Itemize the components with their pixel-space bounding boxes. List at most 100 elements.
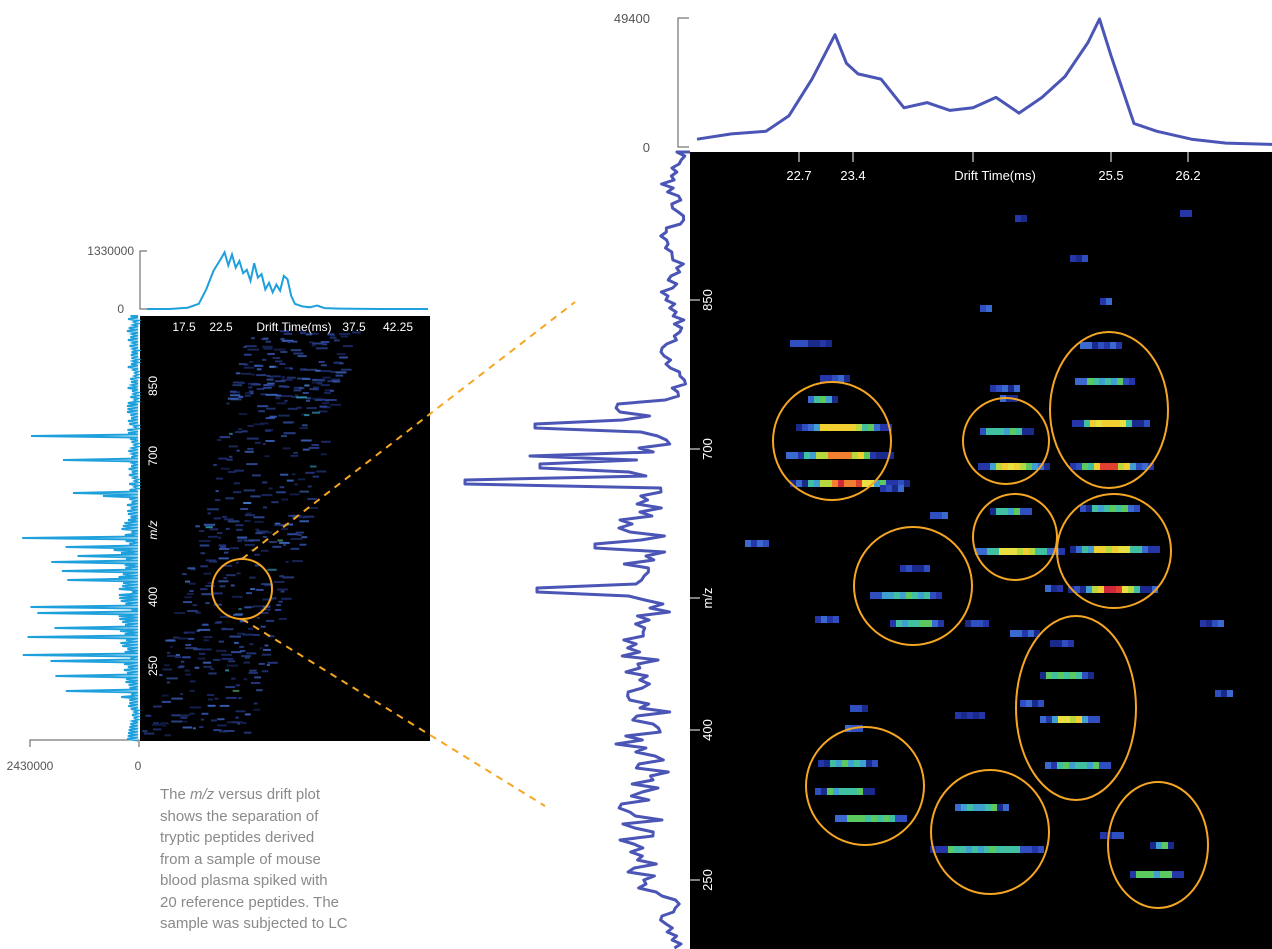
heatmap-cell <box>192 727 196 730</box>
heatmap-cell <box>268 487 273 490</box>
heatmap-cell <box>185 631 196 634</box>
heatmap-cell <box>152 728 162 731</box>
large-chart: 22.7 23.4 Drift Time(ms) 25.5 26.2 850 7… <box>463 11 1272 949</box>
heatmap-cell <box>269 365 277 368</box>
heatmap-cell <box>259 647 264 650</box>
heatmap-cell <box>1074 586 1080 593</box>
heatmap-cell <box>352 331 361 334</box>
heatmap-cell <box>240 508 249 510</box>
heatmap-cell <box>1020 463 1026 470</box>
heatmap-cell <box>303 515 315 518</box>
heatmap-cell <box>254 441 261 444</box>
small-side-profile-axis <box>29 739 140 747</box>
heatmap-cell <box>932 620 938 627</box>
heatmap-cell <box>289 493 300 496</box>
heatmap-cell <box>153 722 159 725</box>
heatmap-cell <box>992 428 998 435</box>
heatmap-cell <box>280 351 288 353</box>
heatmap-cell <box>1122 586 1128 593</box>
heatmap-cell <box>818 760 824 767</box>
heatmap-cell <box>249 576 256 579</box>
heatmap-cell <box>208 560 218 563</box>
heatmap-cell <box>218 544 227 547</box>
heatmap-cell <box>278 600 283 603</box>
heatmap-cell <box>290 538 303 540</box>
caption-line: from a sample of mouse <box>160 850 321 868</box>
heatmap-cell <box>826 480 832 487</box>
large-top-profile-axis <box>677 17 689 148</box>
heatmap-cell <box>299 520 309 523</box>
heatmap-cell <box>822 452 828 459</box>
heatmap-cell <box>890 620 896 627</box>
heatmap-cell <box>261 494 273 497</box>
heatmap-cell <box>188 637 195 640</box>
heatmap-cell <box>1044 463 1050 470</box>
heatmap-cell <box>229 432 233 435</box>
heatmap-cell <box>201 623 209 626</box>
heatmap-cell <box>865 815 871 822</box>
heatmap-cell <box>261 583 273 586</box>
heatmap-cell <box>845 788 851 795</box>
caption-text: versus drift plot <box>214 786 321 803</box>
heatmap-cell <box>193 648 203 651</box>
heatmap-cell <box>153 705 162 708</box>
heatmap-cell <box>253 423 264 426</box>
heatmap-cell <box>297 534 302 536</box>
heatmap-cell <box>225 686 236 689</box>
heatmap-cell <box>298 330 306 333</box>
heatmap-cell <box>244 606 252 609</box>
heatmap-cell <box>212 592 223 595</box>
caption-text: The <box>160 786 191 803</box>
heatmap-cell <box>304 384 310 387</box>
heatmap-cell <box>248 390 254 393</box>
heatmap-cell <box>926 620 932 627</box>
heatmap-cell <box>304 414 310 417</box>
heatmap-cell <box>275 394 282 397</box>
heatmap-cell <box>301 424 308 427</box>
small-y-tick: 700 <box>146 446 160 466</box>
heatmap-cell <box>290 454 299 457</box>
heatmap-cell <box>315 369 321 372</box>
heatmap-cell <box>876 452 882 459</box>
heatmap-cell <box>267 661 278 664</box>
heatmap-cell <box>317 379 326 382</box>
heatmap-cell <box>311 344 316 347</box>
heatmap-cell <box>243 661 250 664</box>
heatmap-cell <box>198 540 211 542</box>
heatmap-cell <box>1082 672 1088 679</box>
heatmap-cell <box>314 398 323 401</box>
heatmap-cell <box>1124 546 1130 553</box>
heatmap-cell <box>299 543 307 546</box>
heatmap-cell <box>880 424 886 431</box>
heatmap-cell <box>1014 846 1020 853</box>
heatmap-cell <box>296 406 302 409</box>
heatmap-cell <box>1082 716 1088 723</box>
heatmap-cell <box>814 396 820 403</box>
heatmap-cell <box>1106 463 1112 470</box>
heatmap-cell <box>1110 342 1116 349</box>
heatmap-cell <box>287 407 298 410</box>
heatmap-cell <box>1134 586 1140 593</box>
heatmap-cell <box>227 520 240 523</box>
heatmap-cell <box>281 339 294 342</box>
heatmap-cell <box>853 815 859 822</box>
heatmap-cell <box>1123 378 1129 385</box>
heatmap-cell <box>195 611 201 614</box>
heatmap-cell <box>201 593 214 596</box>
heatmap-cell <box>235 561 240 564</box>
heatmap-cell <box>290 547 300 550</box>
heatmap-cell <box>1150 842 1156 849</box>
heatmap-cell <box>311 444 320 446</box>
heatmap-cell <box>1200 620 1206 627</box>
heatmap-cell <box>208 672 217 675</box>
heatmap-cell <box>1116 342 1122 349</box>
heatmap-cell <box>1020 846 1026 853</box>
heatmap-cell <box>185 644 192 646</box>
heatmap-cell <box>244 394 251 397</box>
small-heatmap-streaks <box>142 330 361 737</box>
heatmap-cell <box>844 424 850 431</box>
heatmap-cell <box>1212 620 1218 627</box>
heatmap-cell <box>221 627 227 630</box>
heatmap-cell <box>237 632 245 635</box>
heatmap-cell <box>238 538 248 541</box>
